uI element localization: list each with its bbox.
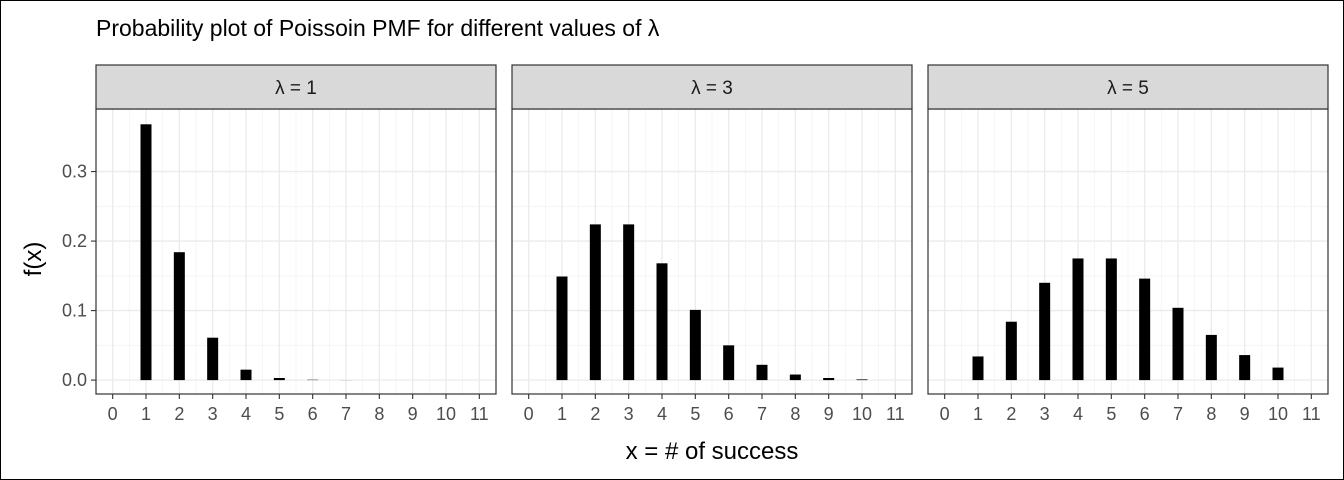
x-tick-label: 5: [1106, 404, 1116, 424]
x-tick-label: 7: [341, 404, 351, 424]
strip-background: [511, 64, 913, 110]
x-tick-label: 10: [852, 404, 872, 424]
x-tick-label: 9: [1240, 404, 1250, 424]
bar-x2: [589, 224, 601, 381]
x-tick-label: 0: [108, 404, 118, 424]
y-axis-title: f(x): [20, 242, 47, 277]
x-tick-label: 1: [557, 404, 567, 424]
x-tick-label: 6: [1140, 404, 1150, 424]
y-tick-label: 0.2: [62, 231, 87, 251]
bar-x4: [1072, 258, 1084, 381]
x-tick-label: 3: [208, 404, 218, 424]
x-tick-label: 1: [973, 404, 983, 424]
bar-x3: [1039, 282, 1051, 381]
bar-x5: [689, 309, 701, 381]
x-tick-label: 10: [436, 404, 456, 424]
y-tick-label: 0.3: [62, 162, 87, 182]
x-tick-label: 5: [274, 404, 284, 424]
x-tick-label: 0: [524, 404, 534, 424]
x-tick-label: 6: [724, 404, 734, 424]
bar-x4: [656, 263, 668, 381]
bar-x10: [1272, 367, 1284, 381]
x-tick-label: 5: [690, 404, 700, 424]
x-tick-label: 3: [1040, 404, 1050, 424]
facet-panels: λ = 10 1 2 3 4 5 6 7 8 9 10 110.00.10.20.3λ = 30 1 2 3…: [62, 64, 1329, 424]
x-tick-label: 2: [1006, 404, 1016, 424]
bar-x10: [856, 379, 868, 381]
bar-x1: [556, 276, 568, 381]
x-tick-label: 8: [790, 404, 800, 424]
panel-1: λ = 1 0 1 2 3 4 5 6 7 8 9 10 11 0.0 0.1 0.2 0.3: [62, 64, 497, 424]
bar-x1: [140, 124, 152, 381]
x-tick-label: 4: [1073, 404, 1083, 424]
bar-x2: [173, 252, 185, 381]
chart-title: Probability plot of Poissoin PMF for dif…: [96, 15, 660, 41]
strip-label: λ = 3: [691, 78, 733, 99]
strip-background: [95, 64, 497, 110]
bar-x8: [1205, 334, 1217, 381]
x-tick-label: 6: [308, 404, 318, 424]
bar-x3: [207, 337, 219, 381]
x-tick-label: 3: [624, 404, 634, 424]
x-tick-label: 8: [1206, 404, 1216, 424]
bar-x3: [623, 224, 635, 381]
x-tick-label: 7: [757, 404, 767, 424]
panel-2: λ = 3 0 1 2 3 4 5 6 7 8 9 10 11: [511, 64, 913, 424]
bar-x6: [1139, 278, 1151, 381]
bar-x8: [789, 374, 801, 381]
x-tick-label: 4: [657, 404, 667, 424]
bar-x9: [823, 378, 835, 381]
strip-label: λ = 1: [275, 78, 317, 99]
bar-x7: [756, 364, 768, 381]
bar-x7: [1172, 307, 1184, 381]
x-tick-label: 8: [374, 404, 384, 424]
x-tick-label: 4: [241, 404, 251, 424]
strip-label: λ = 5: [1107, 78, 1149, 99]
bar-x9: [1239, 355, 1251, 381]
bar-x2: [1005, 321, 1017, 381]
x-tick-label: 0: [940, 404, 950, 424]
bar-x5: [273, 378, 285, 381]
bar-x6: [723, 345, 735, 381]
x-tick-label: 11: [1302, 404, 1321, 424]
bar-x4: [240, 369, 252, 381]
y-tick-label: 0.0: [62, 370, 87, 390]
x-tick-label: 2: [590, 404, 600, 424]
x-tick-label: 2: [174, 404, 184, 424]
y-tick-label: 0.1: [62, 301, 87, 321]
x-axis-title: x = # of success: [626, 438, 799, 465]
panel-3: λ = 5 0 1 2 3 4 5 6 7 8 9 10 11: [927, 64, 1329, 424]
bar-x1: [972, 356, 984, 381]
x-tick-label: 1: [141, 404, 151, 424]
x-tick-label: 11: [886, 404, 905, 424]
x-tick-label: 11: [470, 404, 489, 424]
x-tick-label: 10: [1268, 404, 1288, 424]
bar-x5: [1105, 258, 1117, 381]
x-tick-label: 7: [1173, 404, 1183, 424]
strip-background: [927, 64, 1329, 110]
x-tick-label: 9: [408, 404, 418, 424]
x-tick-label: 9: [824, 404, 834, 424]
